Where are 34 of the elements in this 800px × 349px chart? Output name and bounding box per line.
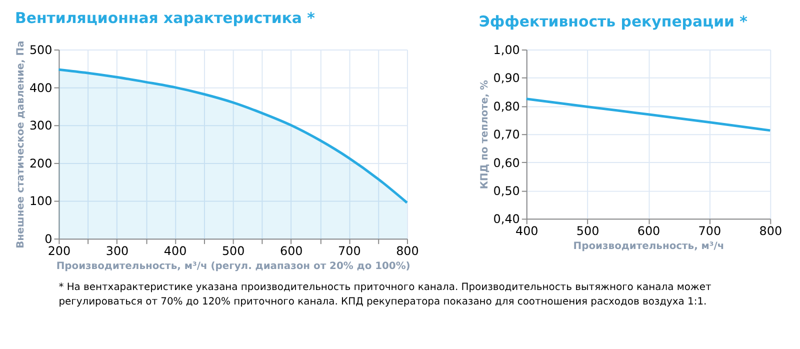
y-tick-label: 200 [29,156,52,170]
x-axis-title: Производительность, м³/ч (регул. диапазон от 20% до 100%) [56,260,410,272]
y-tick-label: 0,80 [493,99,520,114]
x-tick-label: 300 [106,244,129,258]
x-tick-label: 500 [222,244,245,258]
y-tick-label: 1,00 [493,43,520,57]
y-tick-label: 0,50 [493,184,520,198]
y-tick-label: 400 [29,80,52,95]
y-tick-label: 0 [44,232,52,246]
x-tick-label: 400 [515,224,538,238]
x-tick-label: 400 [164,244,187,258]
x-tick-label: 600 [280,244,303,258]
y-axis-title: Внешнее статическое давление, Па [15,40,26,248]
x-tick-label: 800 [396,244,419,258]
x-tick-label: 200 [48,244,71,258]
y-tick-label: 0,60 [493,156,520,170]
text: * На вентхарактеристике указана производительность приточного канала. Производительность вытяжного канала может [58,282,712,293]
x-tick-label: 700 [338,244,361,258]
line-series [525,98,772,132]
text: регулироваться от 70% до 120% приточного канала. КПД рекуператора показано для соотношения расходов воздуха 1:1. [58,296,707,308]
y-tick-label: 100 [29,194,52,208]
y-tick-label: 300 [29,118,52,133]
x-axis-title: Производительность, м³/ч [573,241,724,252]
x-tick-label: 800 [759,224,782,238]
y-axis-title: КПД по теплоте, % [479,80,490,190]
x-tick-label: 700 [698,224,722,238]
y-tick-label: 0,70 [493,128,520,142]
y-tick-label: 0,40 [493,212,520,226]
x-tick-label: 500 [576,224,600,238]
y-tick-label: 500 [29,43,52,57]
chart-title: Эффективность рекуперации * [478,12,748,31]
y-tick-label: 0,90 [493,71,520,86]
chart-title: Вентиляционная характеристика * [15,9,316,28]
x-tick-label: 600 [637,224,660,238]
